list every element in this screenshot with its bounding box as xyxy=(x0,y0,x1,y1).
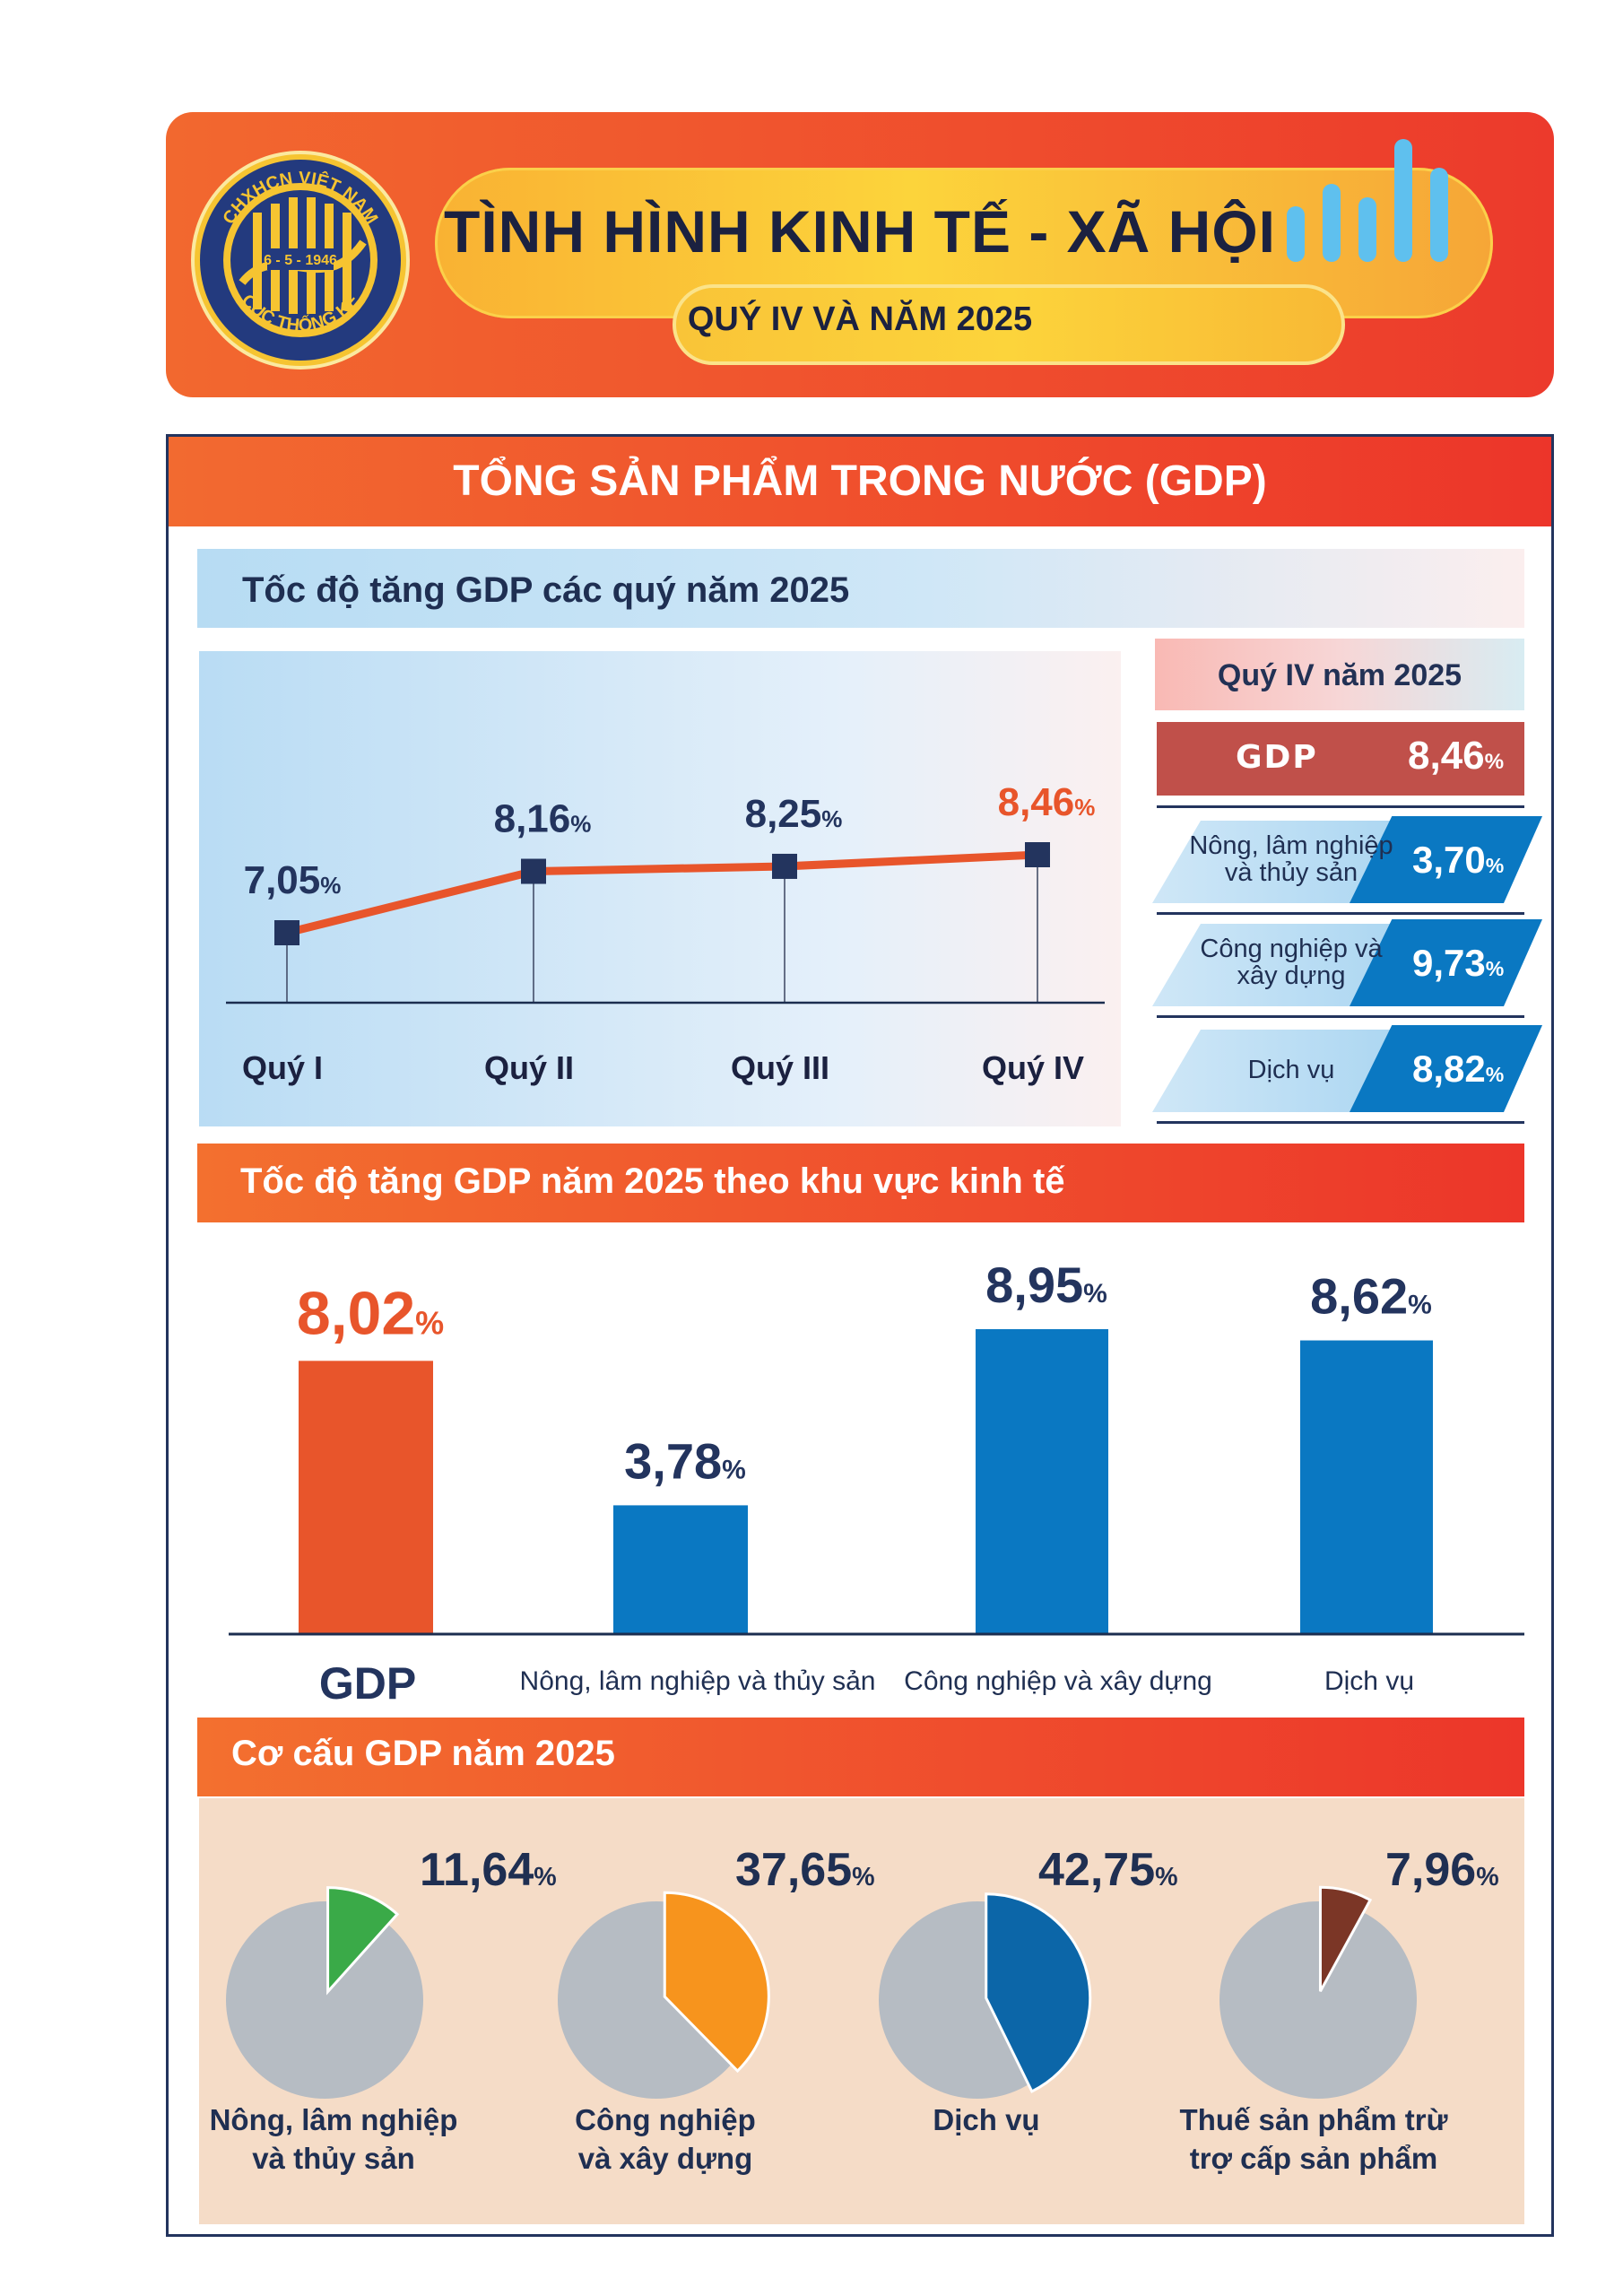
sector-label-line: Nông, lâm nghiệp xyxy=(1189,831,1393,860)
line-chart-value-label: 8,46% xyxy=(998,780,1096,824)
bar xyxy=(613,1505,748,1634)
q4-gdp-value: 8,46% xyxy=(1408,734,1505,778)
pie-chart xyxy=(558,1891,770,2099)
pie-chart xyxy=(1219,1885,1417,2099)
sector-value: 9,73% xyxy=(1412,942,1505,984)
pie-label-line: Nông, lâm nghiệp xyxy=(209,2103,458,2136)
bar-chart-icon xyxy=(1287,139,1448,262)
divider xyxy=(1157,805,1524,808)
line-chart-series xyxy=(285,850,1038,937)
bar-value-label: 8,95% xyxy=(985,1257,1107,1313)
sector-label-line: xây dựng xyxy=(1237,961,1346,991)
subtitle-pill xyxy=(673,284,1345,365)
section-quarterly-title: Tốc độ tăng GDP các quý năm 2025 xyxy=(242,570,850,610)
bar-category-label: Nông, lâm nghiệp và thủy sản xyxy=(519,1666,876,1696)
pie-chart xyxy=(879,1892,1092,2099)
line-chart-category-label: Quý I xyxy=(242,1049,323,1086)
pie-label-line: Dịch vụ xyxy=(933,2103,1040,2136)
quarterly-line-chart: 7,05% Quý I 8,16% Quý II 8,25% Quý III 8,46% Qu… xyxy=(226,780,1105,1086)
pie-category-label: Dịch vụ xyxy=(834,2101,1139,2140)
page-title: TÌNH HÌNH KINH TẾ - XÃ HỘI xyxy=(444,198,1276,265)
pie-category-label: Nông, lâm nghiệp và thủy sản xyxy=(181,2101,486,2179)
pie-value-label: 37,65% xyxy=(735,1844,875,1896)
section-structure-title: Cơ cấu GDP năm 2025 xyxy=(231,1734,615,1773)
line-chart-category-label: Quý IV xyxy=(982,1049,1084,1086)
q4-gdp-label: GDP xyxy=(1236,739,1318,776)
line-chart-category-label: Quý III xyxy=(731,1049,829,1086)
pie-label-line: Thuế sản phẩm trừ xyxy=(1179,2103,1448,2136)
section-structure-bar xyxy=(197,1718,1524,1796)
bar-value-label: 8,62% xyxy=(1310,1268,1432,1325)
line-chart-value-label: 7,05% xyxy=(244,858,342,902)
line-chart-value-label: 8,16% xyxy=(494,797,592,841)
sector-label-line: Công nghiệp và xyxy=(1200,935,1383,963)
divider xyxy=(1157,912,1524,915)
pie-label-line: Công nghiệp xyxy=(575,2103,756,2136)
divider xyxy=(1157,1015,1524,1018)
section-sector-growth-title: Tốc độ tăng GDP năm 2025 theo khu vực ki… xyxy=(240,1161,1065,1201)
sector-label: Nông, lâm nghiệp và thủy sản xyxy=(1184,832,1399,887)
sector-label-line: và thủy sản xyxy=(1224,858,1358,888)
bar-value-label: 3,78% xyxy=(624,1432,746,1489)
line-chart-value-label: 8,25% xyxy=(745,792,843,836)
svg-text:6 - 5 - 1946: 6 - 5 - 1946 xyxy=(264,253,337,268)
bar xyxy=(1300,1340,1433,1634)
bar-category-label: Dịch vụ xyxy=(1324,1666,1415,1696)
bar xyxy=(299,1361,433,1634)
q4-box-header xyxy=(1155,639,1524,710)
line-chart-point xyxy=(274,920,299,945)
pie-remainder xyxy=(226,1901,423,2099)
bar-category-label: Công nghiệp và xây dựng xyxy=(904,1666,1212,1696)
pie-label-line: trợ cấp sản phẩm xyxy=(1189,2141,1438,2175)
page-subtitle: QUÝ IV VÀ NĂM 2025 xyxy=(687,300,1033,338)
section-quarterly-bar xyxy=(197,549,1524,628)
sector-value: 8,82% xyxy=(1412,1048,1505,1090)
q4-box-title: Quý IV năm 2025 xyxy=(1217,658,1462,692)
pie-slice xyxy=(326,1886,400,1996)
pie-label-line: và thủy sản xyxy=(252,2141,415,2175)
bar-value-label: 8,02% xyxy=(297,1279,444,1347)
divider xyxy=(1157,1121,1524,1124)
line-chart-background xyxy=(199,651,1121,1126)
line-chart-point xyxy=(521,858,546,884)
sector-label: Công nghiệp và xây dựng xyxy=(1184,935,1399,990)
q4-gdp-row xyxy=(1157,722,1524,796)
sector-growth-bar-chart: 8,02% 3,78% 8,95% 8,62% xyxy=(229,1257,1524,1636)
pie-slice xyxy=(663,1891,770,2074)
statistics-office-logo: CHXHCN VIỆT NAM CỤC THỐNG KÊ 6 - 5 - 194… xyxy=(191,151,410,370)
pie-slice xyxy=(985,1892,1092,2093)
pie-chart xyxy=(226,1886,423,2099)
pie-remainder xyxy=(1219,1901,1417,2099)
bar-category-label: GDP xyxy=(318,1658,417,1709)
sector-label-line: Dịch vụ xyxy=(1247,1056,1335,1084)
pie-label-line: và xây dựng xyxy=(577,2141,753,2175)
line-chart-point xyxy=(1025,842,1050,867)
pie-slice xyxy=(1318,1885,1373,1993)
section-sector-growth-bar xyxy=(197,1144,1524,1222)
pie-value-label: 42,75% xyxy=(1038,1844,1178,1896)
sector-label: Dịch vụ xyxy=(1184,1056,1399,1084)
panel-header xyxy=(169,437,1551,526)
bar xyxy=(976,1329,1108,1634)
panel-title: TỔNG SẢN PHẨM TRONG NƯỚC (GDP) xyxy=(453,457,1267,505)
pie-value-label: 11,64% xyxy=(420,1844,557,1896)
header-banner: TÌNH HÌNH KINH TẾ - XÃ HỘI QUÝ IV VÀ NĂM… xyxy=(166,112,1554,397)
line-chart-category-label: Quý II xyxy=(484,1049,574,1086)
sector-value: 3,70% xyxy=(1412,839,1505,881)
pie-category-label: Công nghiệp và xây dựng xyxy=(513,2101,818,2179)
pie-value-label: 7,96% xyxy=(1385,1844,1499,1896)
line-chart-point xyxy=(772,853,797,879)
pie-category-label: Thuế sản phẩm trừ trợ cấp sản phẩm xyxy=(1161,2101,1466,2179)
